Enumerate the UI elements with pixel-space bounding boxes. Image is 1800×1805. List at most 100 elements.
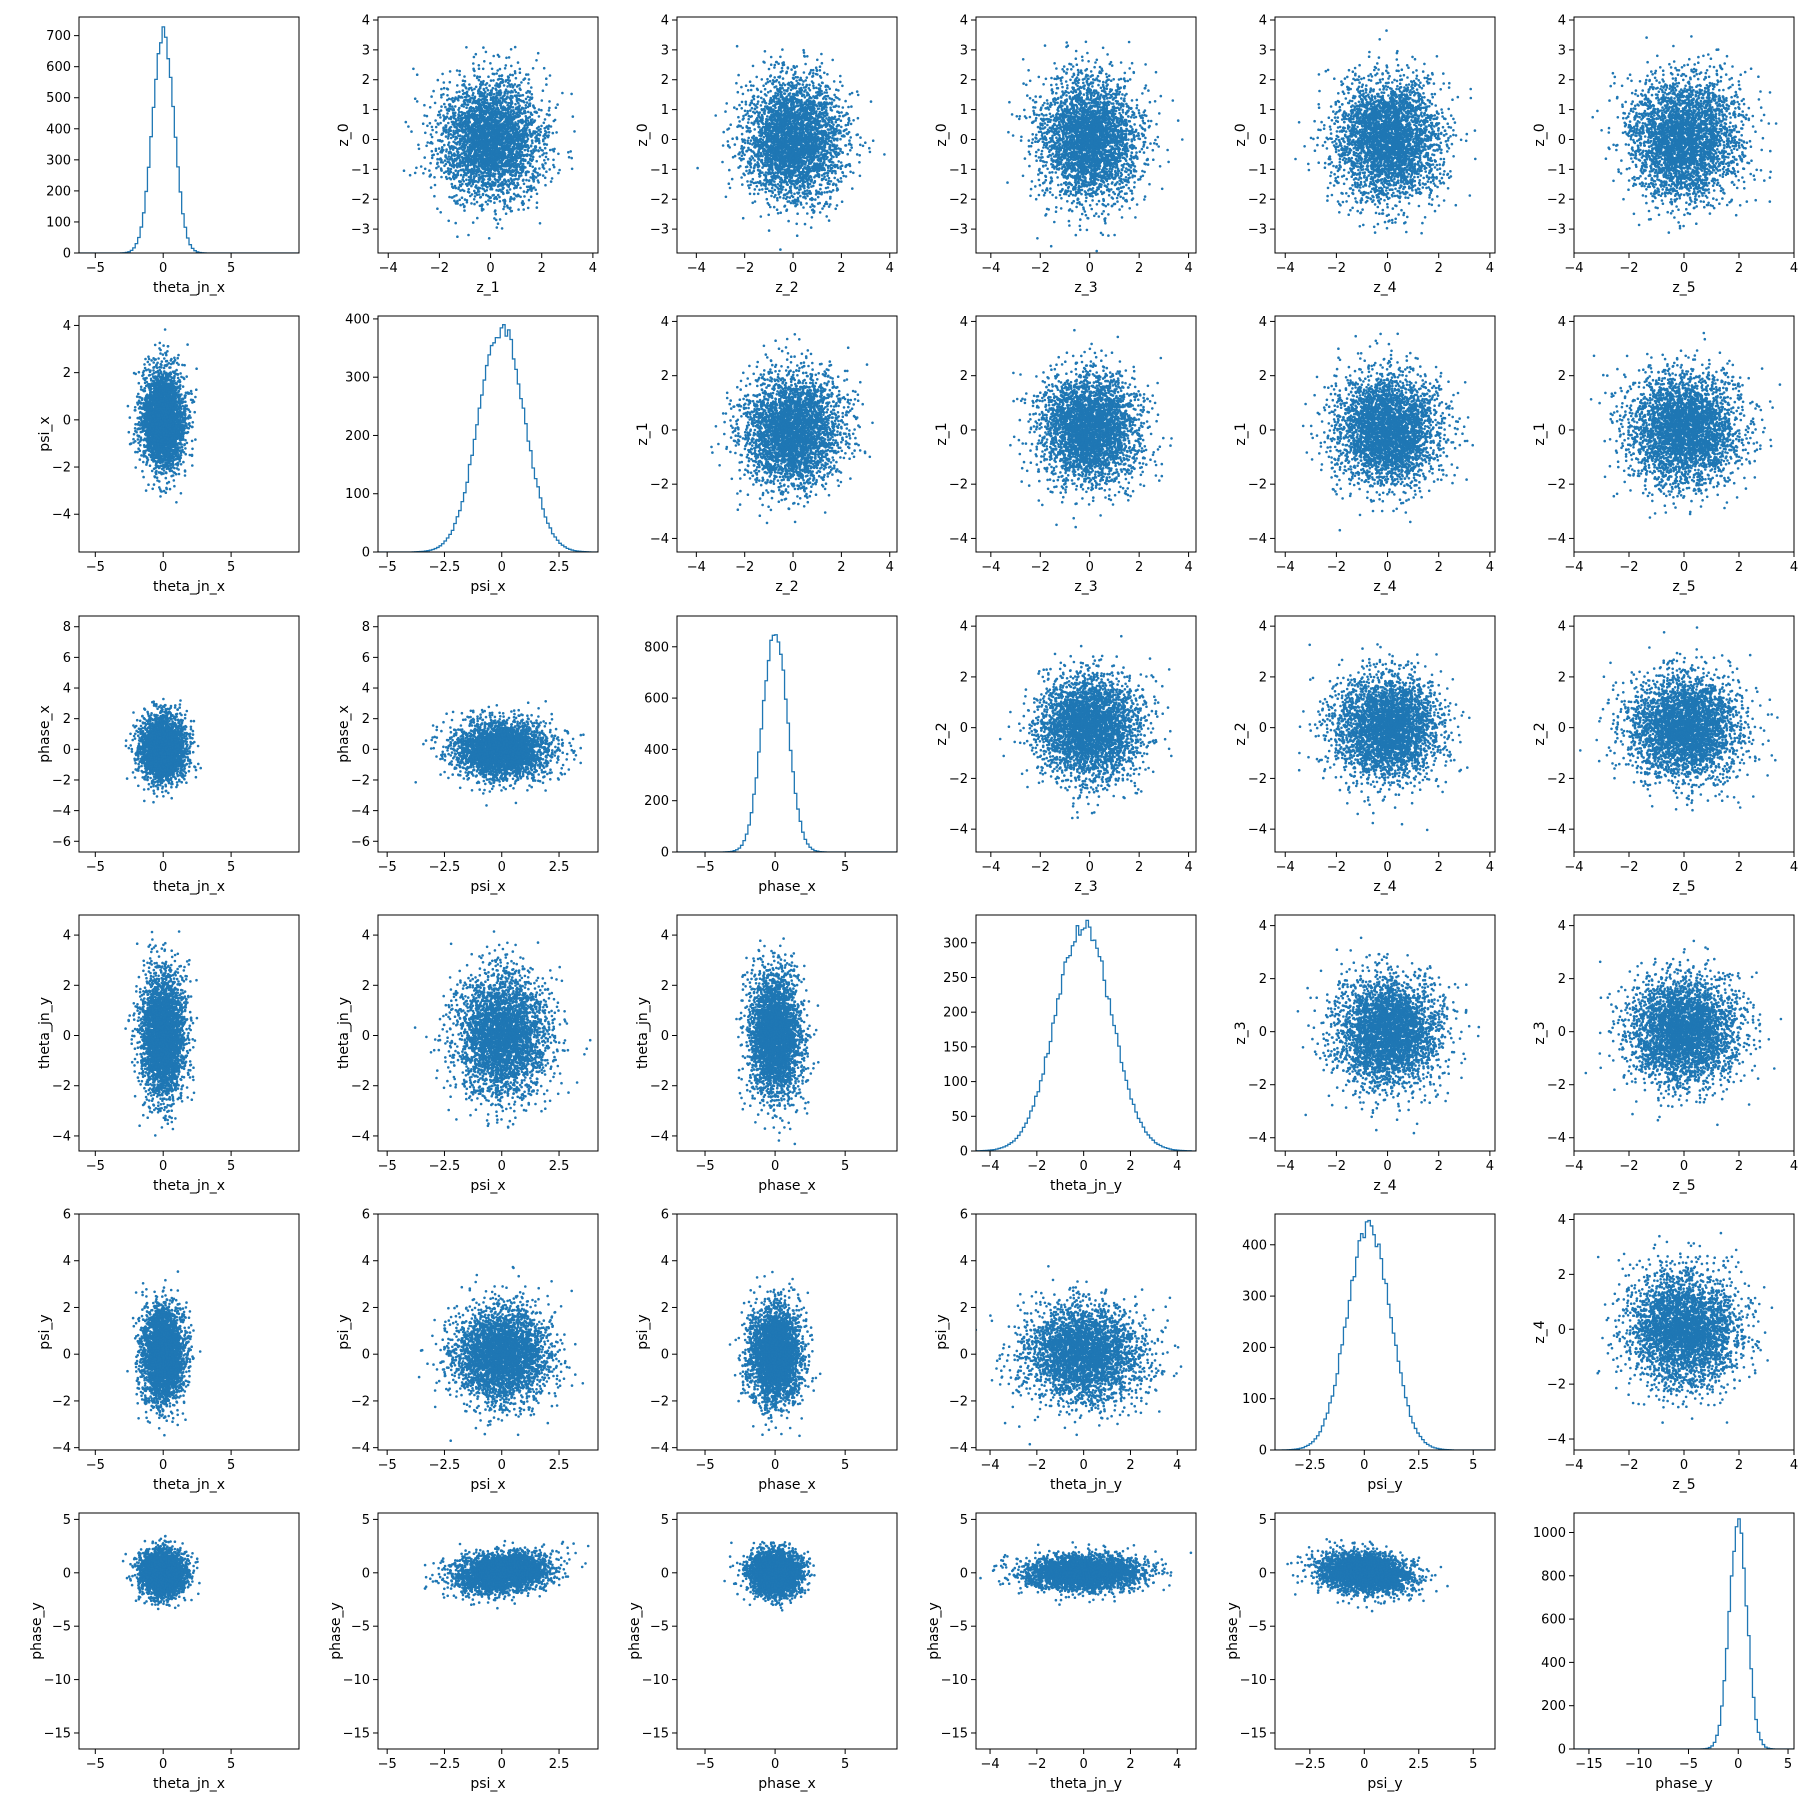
scatter-point	[833, 139, 836, 142]
scatter-point	[507, 186, 510, 189]
scatter-point	[467, 146, 470, 149]
scatter-point	[544, 177, 547, 180]
scatter-point	[480, 205, 483, 208]
scatter-point	[473, 181, 476, 184]
scatter-point	[538, 108, 541, 111]
scatter-point	[435, 126, 438, 129]
scatter-point	[530, 190, 533, 193]
scatter-point	[457, 118, 460, 121]
scatter-point	[521, 200, 524, 203]
scatter-point	[444, 106, 447, 109]
scatter-point	[447, 220, 450, 223]
scatter-point	[516, 185, 519, 188]
scatter-point	[503, 199, 506, 202]
scatter-point	[804, 223, 807, 226]
scatter-point	[549, 74, 552, 77]
scatter-point	[449, 133, 452, 136]
scatter-point	[469, 116, 472, 119]
scatter-point	[492, 87, 495, 90]
scatter-point	[466, 100, 469, 103]
scatter-point	[849, 136, 852, 139]
scatter-point	[485, 169, 488, 172]
scatter-point	[475, 53, 478, 56]
scatter-point	[858, 154, 861, 157]
scatter-point	[848, 139, 851, 142]
scatter-point	[813, 176, 816, 179]
scatter-point	[499, 112, 502, 115]
scatter-point	[449, 70, 452, 73]
scatter-point	[452, 187, 455, 190]
plot-marks	[696, 45, 885, 251]
scatter-point	[483, 60, 486, 63]
scatter-point	[521, 129, 524, 132]
scatter-point	[782, 186, 785, 189]
scatter-point	[471, 110, 474, 113]
scatter-point	[493, 110, 496, 113]
scatter-point	[556, 103, 559, 106]
scatter-point	[760, 97, 763, 100]
scatter-point	[470, 87, 473, 90]
scatter-point	[484, 133, 487, 136]
scatter-point	[540, 125, 543, 128]
scatter-point	[431, 129, 434, 132]
scatter-point	[764, 161, 767, 164]
scatter-point	[504, 67, 507, 70]
scatter-point	[490, 89, 493, 92]
scatter-point	[533, 175, 536, 178]
scatter-point	[467, 122, 470, 125]
scatter-point	[458, 161, 461, 164]
scatter-point	[496, 166, 499, 169]
scatter-point	[487, 172, 490, 175]
scatter-point	[514, 162, 517, 165]
scatter-point	[506, 192, 509, 195]
scatter-point	[494, 145, 497, 148]
scatter-point	[436, 158, 439, 161]
scatter-point	[541, 154, 544, 157]
scatter-point	[775, 61, 778, 64]
scatter-point	[519, 166, 522, 169]
scatter-point	[494, 213, 497, 216]
scatter-point	[453, 176, 456, 179]
scatter-point	[511, 210, 514, 213]
scatter-point	[440, 88, 443, 91]
scatter-point	[516, 147, 519, 150]
scatter-point	[553, 148, 556, 151]
scatter-point	[840, 119, 843, 122]
scatter-point	[788, 200, 791, 203]
scatter-point	[553, 150, 556, 153]
scatter-point	[494, 209, 497, 212]
scatter-point	[445, 130, 448, 133]
scatter-point	[462, 93, 465, 96]
scatter-point	[514, 174, 517, 177]
y-axis-label: z_0	[336, 123, 352, 146]
scatter-point	[455, 174, 458, 177]
scatter-point	[753, 159, 756, 162]
scatter-point	[461, 189, 464, 192]
scatter-point	[859, 144, 862, 147]
scatter-point	[508, 145, 511, 148]
scatter-point	[462, 176, 465, 179]
scatter-point	[488, 179, 491, 182]
scatter-point	[443, 81, 446, 84]
scatter-point	[488, 237, 491, 240]
scatter-point	[453, 123, 456, 126]
scatter-point	[428, 175, 431, 178]
x-axis-label: z_1	[476, 280, 499, 296]
scatter-point	[456, 84, 459, 87]
scatter-point	[492, 79, 495, 82]
scatter-point	[531, 187, 534, 190]
scatter-point	[500, 128, 503, 131]
scatter-point	[505, 164, 508, 167]
scatter-point	[468, 179, 471, 182]
scatter-point	[502, 187, 505, 190]
scatter-point	[450, 168, 453, 171]
scatter-point	[839, 81, 842, 84]
scatter-point	[505, 101, 508, 104]
scatter-point	[454, 121, 457, 124]
scatter-point	[538, 115, 541, 118]
scatter-point	[443, 172, 446, 175]
scatter-point	[774, 106, 777, 109]
scatter-point	[505, 212, 508, 215]
scatter-point	[443, 103, 446, 106]
